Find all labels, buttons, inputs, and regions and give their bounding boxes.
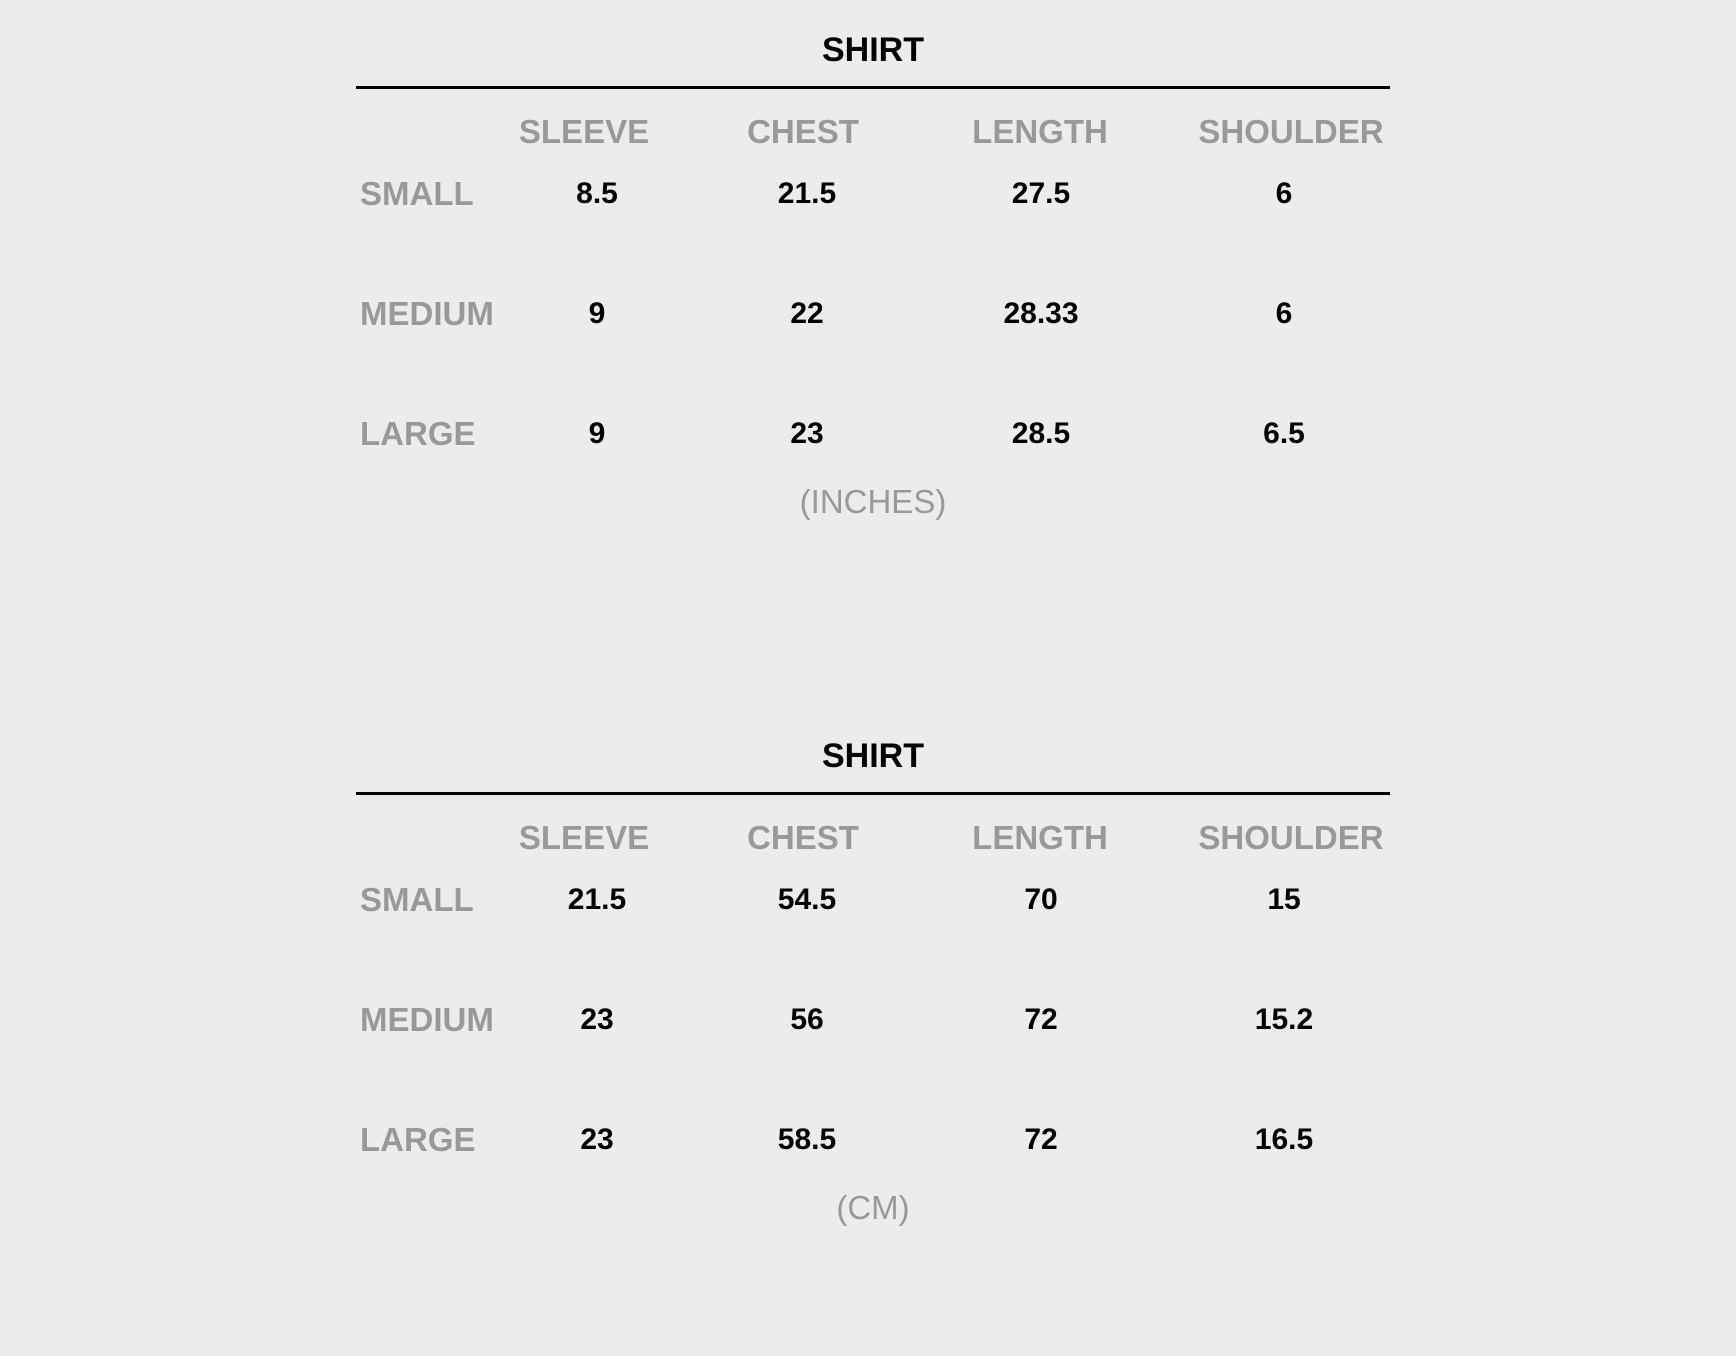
cell-small-shoulder: 6: [1275, 177, 1293, 210]
column-header-shoulder: SHOULDER: [1198, 819, 1384, 856]
row-label-small: SMALL: [360, 175, 474, 212]
cell-small-chest: 21.5: [777, 177, 837, 210]
row-label-medium: MEDIUM: [360, 295, 494, 332]
cell-medium-shoulder: 15.2: [1254, 1003, 1314, 1036]
title-divider: [356, 86, 1390, 89]
cell-large-length: 72: [1024, 1123, 1058, 1156]
title-divider: [356, 792, 1390, 795]
column-header-length: LENGTH: [972, 113, 1108, 150]
cell-small-sleeve: 8.5: [576, 177, 618, 210]
cell-large-chest: 58.5: [777, 1123, 837, 1156]
cell-medium-sleeve: 23: [580, 1003, 614, 1036]
table-title: SHIRT: [822, 31, 924, 69]
cell-small-length: 70: [1024, 883, 1058, 916]
size-chart-inches: SHIRT SLEEVE CHEST LENGTH SHOULDER SMALL…: [356, 0, 1390, 520]
cell-small-length: 27.5: [1011, 177, 1071, 210]
column-header-sleeve: SLEEVE: [518, 819, 650, 856]
cell-small-chest: 54.5: [777, 883, 837, 916]
unit-label-inches: (INCHES): [799, 483, 947, 520]
unit-label-cm: (CM): [836, 1189, 910, 1226]
cell-medium-chest: 56: [790, 1003, 824, 1036]
row-label-large: LARGE: [360, 415, 476, 452]
row-label-large: LARGE: [360, 1121, 476, 1158]
row-label-medium: MEDIUM: [360, 1001, 494, 1038]
cell-small-shoulder: 15: [1267, 883, 1301, 916]
size-chart-cm: SHIRT SLEEVE CHEST LENGTH SHOULDER SMALL…: [356, 706, 1390, 1226]
table-title: SHIRT: [822, 737, 924, 775]
column-header-shoulder: SHOULDER: [1198, 113, 1384, 150]
cell-small-sleeve: 21.5: [567, 883, 627, 916]
cell-medium-sleeve: 9: [588, 297, 606, 330]
column-header-chest: CHEST: [747, 113, 859, 150]
column-header-chest: CHEST: [747, 819, 859, 856]
cell-large-chest: 23: [790, 417, 824, 450]
column-header-length: LENGTH: [972, 819, 1108, 856]
cell-medium-length: 28.33: [1003, 297, 1079, 330]
cell-large-sleeve: 9: [588, 417, 606, 450]
cell-medium-length: 72: [1024, 1003, 1058, 1036]
cell-medium-chest: 22: [790, 297, 824, 330]
cell-large-sleeve: 23: [580, 1123, 614, 1156]
cell-large-length: 28.5: [1011, 417, 1071, 450]
cell-large-shoulder: 6.5: [1263, 417, 1305, 450]
cell-medium-shoulder: 6: [1275, 297, 1293, 330]
row-label-small: SMALL: [360, 881, 474, 918]
cell-large-shoulder: 16.5: [1254, 1123, 1314, 1156]
column-header-sleeve: SLEEVE: [518, 113, 650, 150]
